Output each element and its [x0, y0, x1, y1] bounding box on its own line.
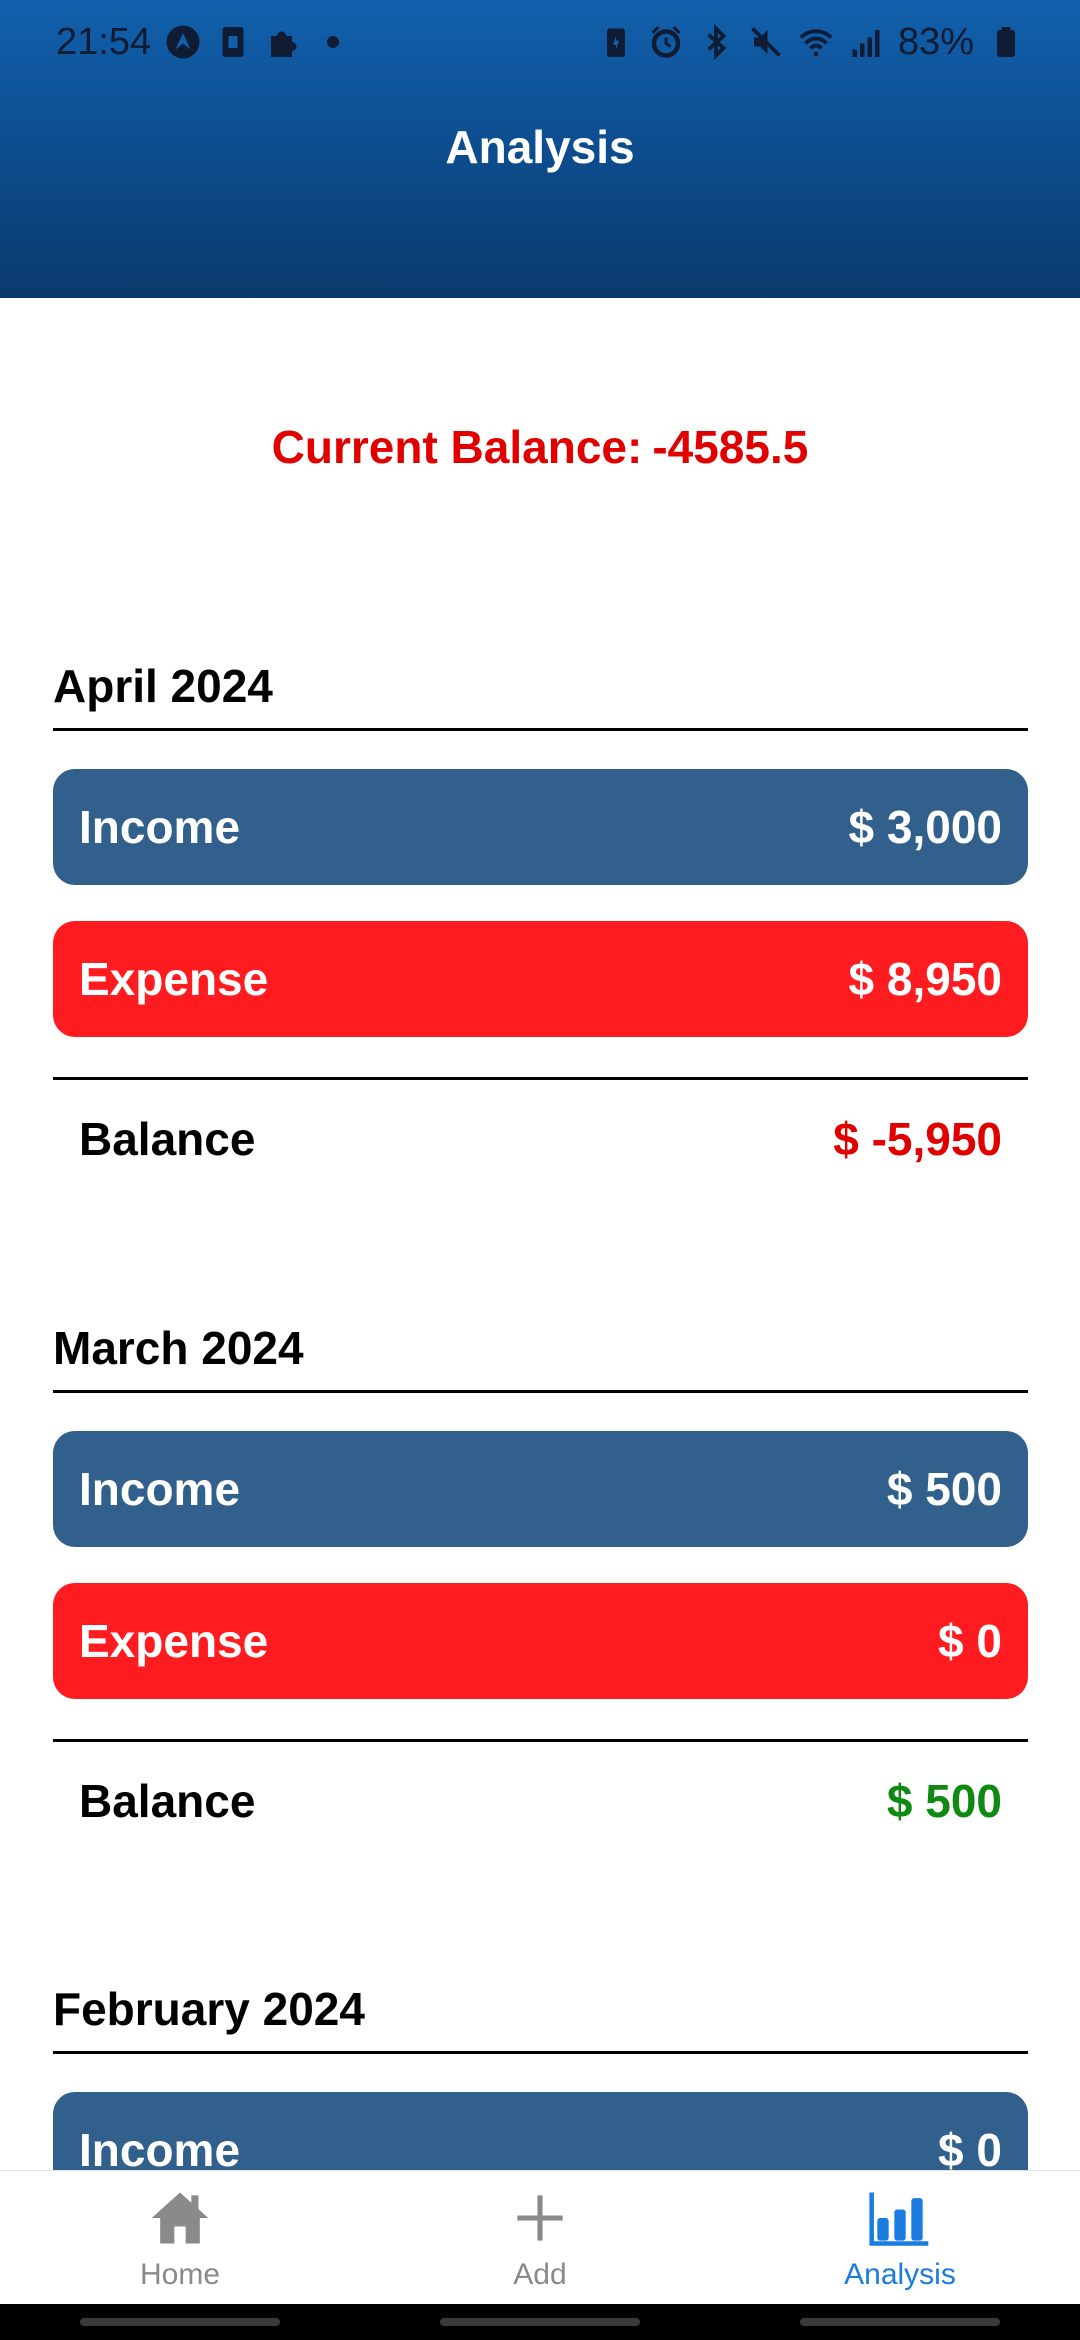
home-icon — [151, 2192, 209, 2243]
status-time: 21:54 — [56, 20, 152, 63]
balance-value: $ 500 — [886, 1775, 1002, 1827]
nav-analysis[interactable]: Analysis — [720, 2171, 1080, 2304]
battery-saver-icon — [598, 24, 634, 60]
current-balance-label: Current Balance: — [271, 421, 643, 473]
page-title: Analysis — [445, 121, 635, 173]
income-label: Income — [79, 801, 241, 853]
puzzle-icon — [265, 24, 301, 60]
month-section-march-2024: March 2024 Income $ 500 Expense $ 0 Bala… — [53, 1306, 1028, 1860]
bar-chart-icon — [869, 2192, 929, 2246]
nav-add[interactable]: Add — [360, 2171, 720, 2304]
battery-percent: 83% — [897, 20, 974, 63]
dot-icon — [315, 24, 351, 60]
nav-analysis-label: Analysis — [844, 2257, 956, 2291]
nav-home[interactable]: Home — [0, 2171, 360, 2304]
gesture-handle[interactable] — [800, 2318, 1000, 2326]
bluetooth-icon — [698, 24, 734, 60]
current-balance: Current Balance: -4585.5 — [0, 420, 1080, 474]
income-label: Income — [79, 1463, 241, 1515]
status-bar: 21:54 — [0, 0, 1080, 84]
month-title: April 2024 — [53, 660, 273, 712]
expense-row[interactable]: Expense $ 8,950 — [53, 921, 1028, 1037]
expense-label: Expense — [79, 1615, 269, 1667]
divider — [53, 2051, 1028, 2054]
income-row[interactable]: Income $ 3,000 — [53, 769, 1028, 885]
gesture-handle[interactable] — [80, 2318, 280, 2326]
divider — [53, 728, 1028, 731]
balance-label: Balance — [79, 1775, 256, 1827]
divider — [53, 1739, 1028, 1742]
expense-value: $ 0 — [938, 1615, 1002, 1667]
plus-icon — [517, 2194, 563, 2241]
current-balance-value: -4585.5 — [652, 421, 809, 473]
alarm-icon — [648, 24, 684, 60]
divider — [53, 1390, 1028, 1393]
income-row[interactable]: Income $ 500 — [53, 1431, 1028, 1547]
income-value: $ 500 — [886, 1463, 1002, 1515]
expense-label: Expense — [79, 953, 269, 1005]
balance-row: Balance $ -5,950 — [53, 1080, 1028, 1198]
divider — [53, 1077, 1028, 1080]
signal-icon — [848, 24, 884, 60]
balance-value: $ -5,950 — [833, 1113, 1002, 1165]
balance-label: Balance — [79, 1113, 256, 1165]
month-title: February 2024 — [53, 1983, 365, 2035]
month-title: March 2024 — [53, 1322, 304, 1374]
nav-home-label: Home — [139, 2257, 221, 2291]
sim-icon — [215, 24, 251, 60]
nav-add-label: Add — [513, 2257, 567, 2291]
app-header: 21:54 — [0, 0, 1080, 298]
income-label: Income — [79, 2124, 241, 2176]
mute-icon — [748, 24, 784, 60]
expense-value: $ 8,950 — [848, 953, 1002, 1005]
income-value: $ 0 — [938, 2124, 1002, 2176]
bottom-nav: Home Add Analysis — [0, 2170, 1080, 2304]
month-section-april-2024: April 2024 Income $ 3,000 Expense $ 8,95… — [53, 644, 1028, 1198]
balance-row: Balance $ 500 — [53, 1742, 1028, 1860]
expense-row[interactable]: Expense $ 0 — [53, 1583, 1028, 1699]
wifi-icon — [798, 24, 834, 60]
system-gesture-bar — [0, 2304, 1080, 2340]
income-value: $ 3,000 — [848, 801, 1002, 853]
nav-app-icon — [165, 24, 201, 60]
battery-icon — [988, 24, 1024, 60]
gesture-handle[interactable] — [440, 2318, 640, 2326]
